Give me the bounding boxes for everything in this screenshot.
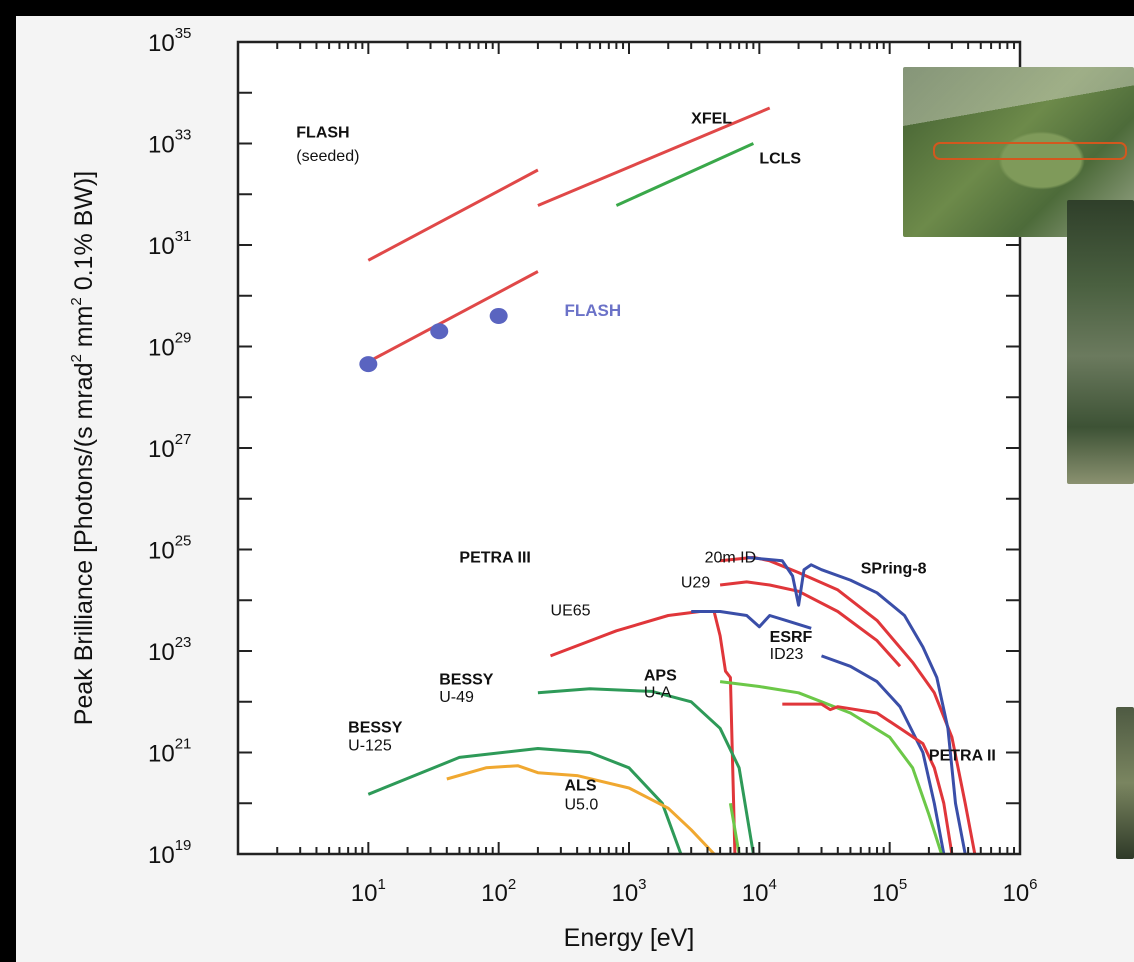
series-spring8 — [746, 555, 967, 855]
annotation-flash: FLASH — [565, 301, 622, 320]
annotation-ua: U-A — [644, 685, 672, 702]
series-xfel — [537, 106, 771, 207]
annotation-bessy-mid: BESSY — [439, 671, 494, 688]
series-petra3-u29 — [719, 580, 902, 668]
x-tick-label: 102 — [481, 876, 516, 907]
annotation-u29: U29 — [681, 574, 710, 591]
annotation-flash-seeded-1: FLASH — [296, 125, 349, 142]
series-esrf-id23 — [820, 654, 946, 855]
annotation-id23: ID23 — [770, 646, 804, 663]
series-petra2 — [782, 702, 954, 855]
series-flash — [367, 270, 539, 364]
y-tick-label: 1023 — [148, 634, 191, 666]
petra-aerial-photo — [1116, 707, 1134, 859]
annotation-bessy-low: BESSY — [348, 719, 403, 736]
x-tick-label: 101 — [351, 876, 386, 907]
series-lcls-ext-green — [728, 803, 741, 855]
series-aps-ua — [719, 680, 943, 855]
annotation-spring8: SPring-8 — [861, 560, 927, 577]
annotation-u50: U5.0 — [565, 797, 599, 814]
x-tick-label: 106 — [1002, 876, 1037, 907]
annotation-petra2: PETRA II — [929, 747, 996, 764]
annotation-ue65: UE65 — [551, 603, 591, 620]
y-tick-label: 1029 — [148, 330, 191, 362]
annotation-petra3: PETRA III — [459, 550, 530, 567]
y-tick-label: 1019 — [148, 837, 191, 869]
annotation-aps: APS — [644, 668, 677, 685]
y-tick-label: 1035 — [148, 25, 191, 57]
flash-measured-point — [359, 356, 378, 373]
y-tick-label: 1033 — [148, 127, 191, 159]
annotation-flash-seeded-2: (seeded) — [296, 148, 359, 165]
annotation-lcls: LCLS — [759, 151, 801, 168]
flash-measured-point — [430, 323, 449, 340]
plot-area — [238, 42, 1020, 854]
y-tick-label: 1025 — [148, 533, 191, 565]
series-als-u50 — [446, 764, 716, 856]
x-tick-label: 104 — [742, 876, 777, 907]
series-petra3-blue — [691, 610, 812, 630]
x-tick-label: 103 — [611, 876, 646, 907]
x-axis-title: Energy [eV] — [564, 924, 695, 952]
xfel-site-outline — [933, 142, 1127, 160]
annotation-esrf: ESRF — [770, 629, 813, 646]
annotation-u49: U-49 — [439, 689, 474, 706]
y-tick-label: 1031 — [148, 228, 191, 260]
series-bessy-u125 — [367, 747, 683, 855]
series-lcls — [615, 142, 755, 207]
x-tick-label: 105 — [872, 876, 907, 907]
y-tick-label: 1021 — [148, 736, 191, 768]
annotation-petra3-20m: 20m ID — [705, 550, 757, 567]
y-tick-label: 1027 — [148, 431, 191, 463]
annotation-als: ALS — [565, 777, 597, 794]
series-flash-seeded — [367, 168, 539, 262]
series-bessy-u49 — [537, 687, 755, 855]
annotation-xfel: XFEL — [691, 110, 732, 127]
annotation-u125: U-125 — [348, 737, 392, 754]
flash-aerial-photo — [1067, 200, 1134, 484]
y-axis-title: Peak Brilliance [Photons/(s mrad2 mm2 0.… — [68, 171, 98, 725]
flash-measured-point — [489, 307, 508, 324]
